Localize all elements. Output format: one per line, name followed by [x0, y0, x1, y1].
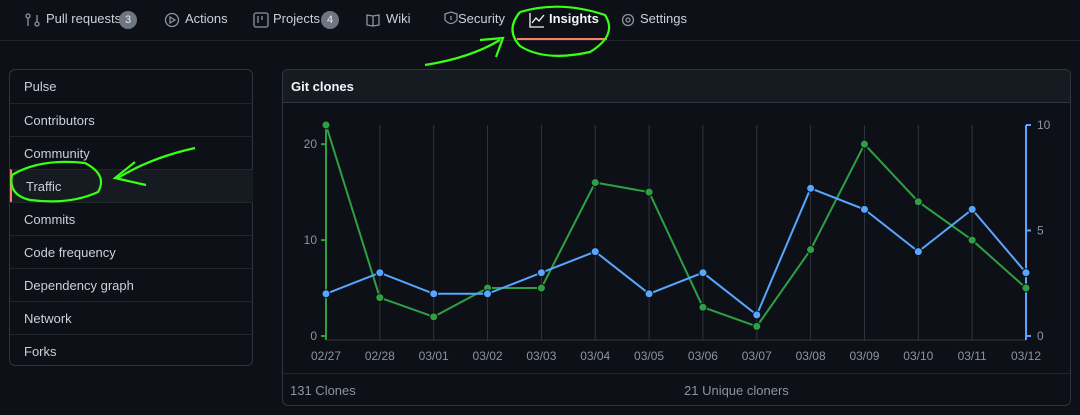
tab-count: 3	[119, 11, 137, 29]
data-point	[483, 289, 493, 299]
chart-panel	[282, 69, 1071, 406]
data-point	[644, 289, 654, 299]
data-point	[859, 139, 869, 149]
chart-header	[283, 70, 1070, 103]
data-point	[913, 197, 923, 207]
y-tick-label: 10	[304, 233, 318, 247]
x-tick-label: 03/05	[634, 349, 664, 363]
chart-title: Git clones	[291, 79, 354, 94]
y-tick-label: 0	[310, 329, 317, 343]
tab[interactable]: Security	[458, 11, 505, 26]
y2-tick-label: 5	[1037, 224, 1044, 238]
tab[interactable]: Pull requests	[46, 11, 122, 26]
y2-tick-label: 10	[1037, 118, 1051, 132]
sidebar-item[interactable]: Code frequency	[10, 235, 253, 268]
sidebar-item[interactable]: Pulse	[24, 79, 57, 94]
x-tick-label: 03/04	[580, 349, 610, 363]
data-point	[429, 289, 439, 299]
data-point	[913, 247, 923, 257]
data-point	[967, 204, 977, 214]
data-point	[806, 245, 816, 255]
data-point	[1021, 268, 1031, 278]
data-point	[375, 293, 385, 303]
x-tick-label: 03/03	[526, 349, 556, 363]
tab[interactable]: Settings	[640, 11, 687, 26]
nav-border	[0, 40, 1080, 41]
sidebar-item[interactable]: Commits	[10, 202, 253, 235]
tab[interactable]: Projects	[273, 11, 320, 26]
x-tick-label: 03/06	[688, 349, 718, 363]
x-tick-label: 03/08	[796, 349, 826, 363]
sidebar-item[interactable]: Dependency graph	[10, 268, 253, 301]
data-point	[590, 178, 600, 188]
x-tick-label: 03/10	[903, 349, 933, 363]
data-point	[536, 283, 546, 293]
data-point	[321, 120, 331, 130]
x-tick-label: 03/09	[849, 349, 879, 363]
x-tick-label: 03/11	[958, 349, 987, 363]
data-point	[967, 235, 977, 245]
tab-icons	[25, 11, 635, 28]
data-point	[375, 268, 385, 278]
data-point	[698, 302, 708, 312]
sidebar-item[interactable]: Network	[10, 301, 253, 334]
sidebar	[9, 69, 253, 366]
data-point	[752, 310, 762, 320]
sidebar-item[interactable]: Contributors	[10, 103, 253, 136]
x-tick-label: 02/27	[311, 349, 341, 363]
sidebar-item[interactable]: Community	[10, 136, 253, 169]
tab-count: 4	[321, 11, 339, 29]
footer-cloners: 21 Unique cloners	[684, 383, 789, 398]
x-tick-label: 03/12	[1011, 349, 1041, 363]
series-line	[325, 187, 1027, 317]
y-tick-label: 20	[304, 137, 318, 151]
data-point	[536, 268, 546, 278]
data-point	[1021, 283, 1031, 293]
x-tick-label: 03/07	[742, 349, 772, 363]
x-tick-label: 03/02	[473, 349, 503, 363]
data-point	[590, 247, 600, 257]
data-point	[859, 204, 869, 214]
data-point	[752, 321, 762, 331]
footer-clones: 131 Clones	[290, 383, 356, 398]
chart-footer-border	[283, 373, 1070, 374]
series-line	[325, 124, 1027, 328]
tab[interactable]: Actions	[185, 11, 228, 26]
tab-underline	[517, 38, 607, 40]
data-point	[644, 187, 654, 197]
data-point	[698, 268, 708, 278]
tab[interactable]: Wiki	[386, 11, 411, 26]
y2-tick-label: 0	[1037, 329, 1044, 343]
tab-active[interactable]: Insights	[549, 11, 599, 26]
data-point	[321, 289, 331, 299]
annotations	[10, 5, 611, 203]
sidebar-item[interactable]: Forks	[10, 334, 253, 367]
data-point	[806, 183, 816, 193]
x-tick-label: 02/28	[365, 349, 395, 363]
data-point	[429, 312, 439, 322]
x-tick-label: 03/01	[419, 349, 449, 363]
